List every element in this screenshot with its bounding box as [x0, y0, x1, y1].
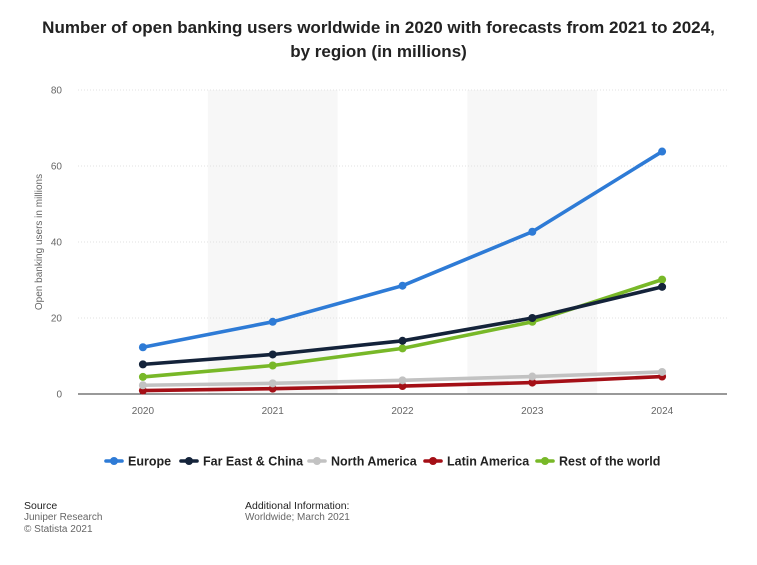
y-tick-label: 0 [56, 390, 62, 401]
data-point-europe[interactable] [398, 281, 407, 290]
source-block: Source Juniper Research © Statista 2021 [24, 500, 102, 536]
y-tick-label: 40 [51, 238, 63, 249]
data-point-europe[interactable] [528, 227, 537, 236]
additional-info-text: Worldwide; March 2021 [245, 512, 350, 523]
legend-swatch-marker [541, 457, 549, 465]
x-tick-label: 2024 [651, 406, 674, 417]
data-point-rest-of-the-world[interactable] [138, 372, 147, 381]
legend-label: Far East & China [203, 455, 304, 469]
data-point-far-east-china[interactable] [398, 336, 407, 345]
legend-swatch-marker [110, 457, 118, 465]
y-axis-title: Open banking users in millions [34, 174, 45, 310]
legend-item-north-america[interactable]: North America [307, 455, 418, 469]
source-heading: Source [24, 500, 58, 512]
data-point-europe[interactable] [268, 317, 277, 326]
additional-info-block: Additional Information: Worldwide; March… [245, 500, 350, 524]
copyright-line: © Statista 2021 [24, 524, 93, 535]
data-point-rest-of-the-world[interactable] [398, 344, 407, 353]
data-point-north-america[interactable] [658, 367, 667, 376]
legend-item-europe[interactable]: Europe [104, 455, 171, 469]
data-point-far-east-china[interactable] [138, 360, 147, 369]
legend-label: Europe [128, 455, 171, 469]
legend-swatch-marker [429, 457, 437, 465]
y-tick-label: 80 [51, 86, 63, 97]
legend-label: Rest of the world [559, 455, 660, 469]
y-tick-label: 20 [51, 314, 63, 325]
legend-item-rest-of-the-world[interactable]: Rest of the world [535, 455, 660, 469]
data-point-latin-america[interactable] [528, 378, 537, 387]
legend-item-far-east-china[interactable]: Far East & China [179, 455, 304, 469]
data-point-north-america[interactable] [528, 372, 537, 381]
data-point-north-america[interactable] [268, 379, 277, 388]
data-point-rest-of-the-world[interactable] [268, 361, 277, 370]
data-point-europe[interactable] [138, 343, 147, 352]
data-point-far-east-china[interactable] [528, 314, 537, 322]
data-point-latin-america[interactable] [398, 382, 407, 391]
legend-swatch-marker [313, 457, 321, 465]
legend-item-latin-america[interactable]: Latin America [423, 455, 530, 469]
x-tick-label: 2020 [132, 406, 155, 417]
legend-label: North America [331, 455, 418, 469]
additional-info-heading: Additional Information: [245, 500, 350, 512]
x-tick-label: 2022 [391, 406, 414, 417]
chart-title: Number of open banking users worldwide i… [42, 18, 715, 61]
legend-swatch-marker [185, 457, 193, 465]
x-tick-label: 2021 [262, 406, 285, 417]
source-line: Juniper Research [24, 512, 103, 523]
data-point-rest-of-the-world[interactable] [658, 275, 667, 284]
data-point-north-america[interactable] [398, 376, 407, 385]
legend-label: Latin America [447, 455, 530, 469]
data-point-north-america[interactable] [138, 381, 147, 390]
x-tick-label: 2023 [521, 406, 544, 417]
data-point-europe[interactable] [658, 147, 667, 156]
y-tick-label: 60 [51, 162, 63, 173]
data-point-far-east-china[interactable] [658, 282, 667, 291]
data-point-far-east-china[interactable] [268, 350, 277, 359]
